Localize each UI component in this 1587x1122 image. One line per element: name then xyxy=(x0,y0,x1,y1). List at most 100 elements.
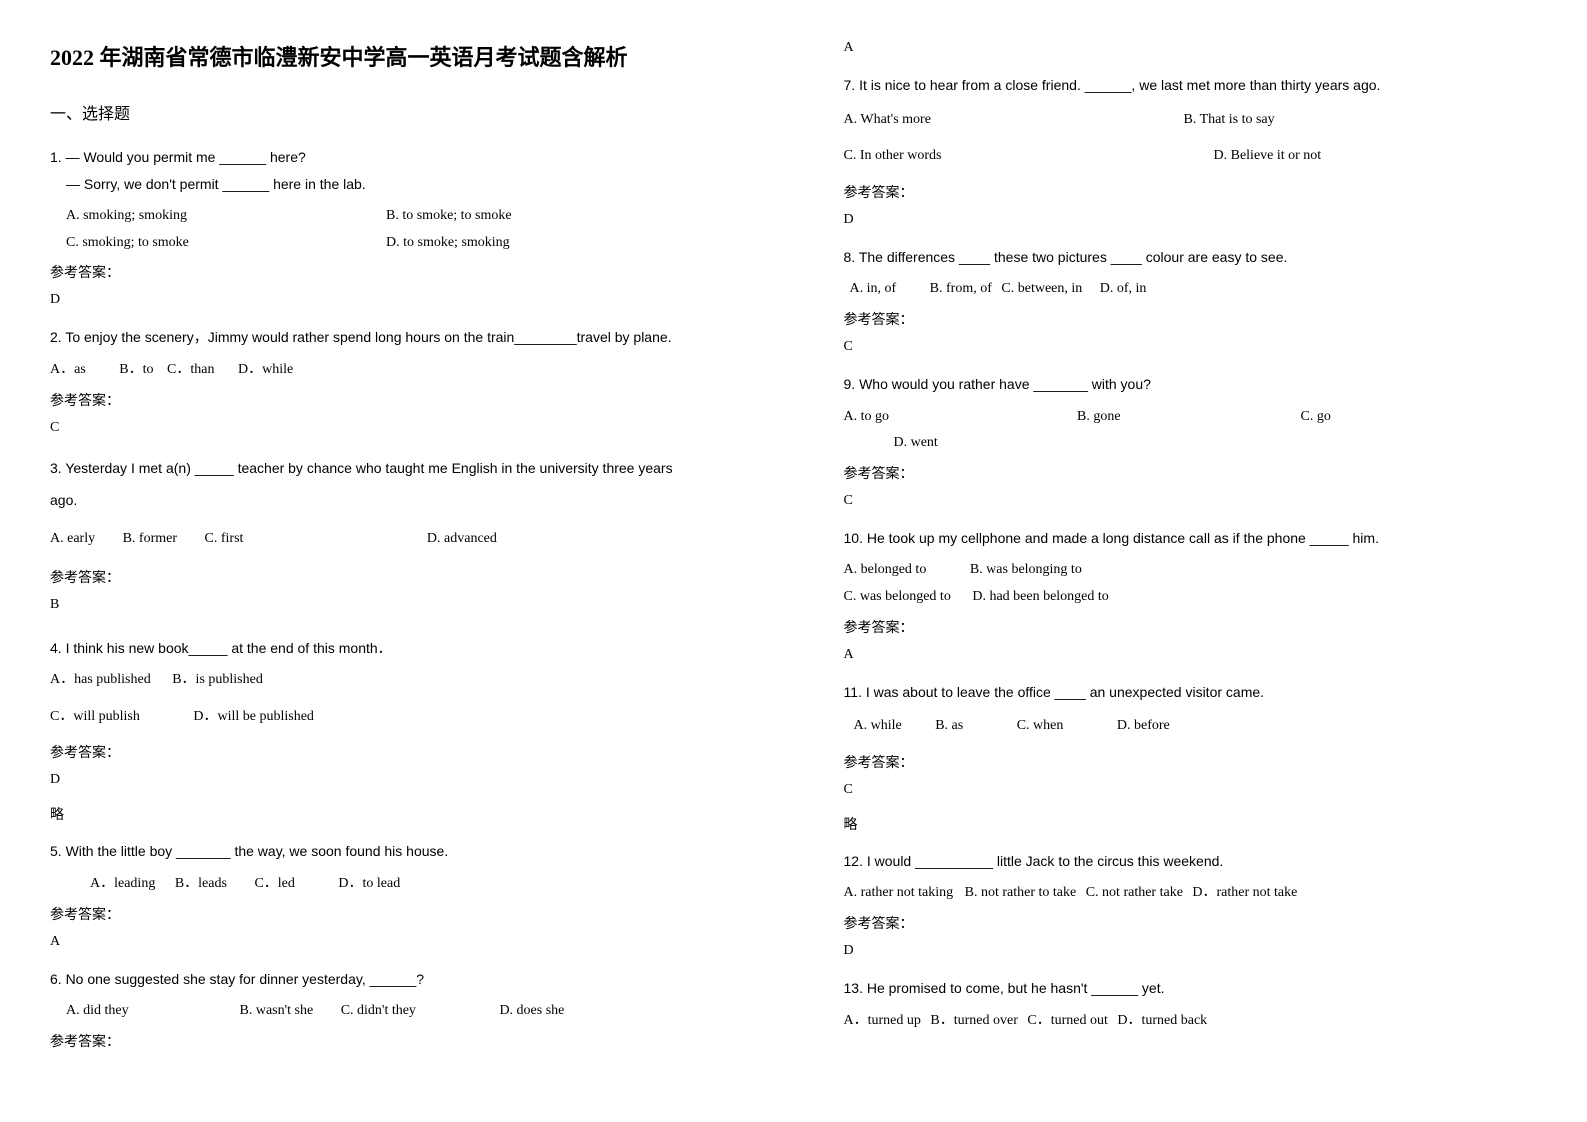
question-13: 13. He promised to come, but he hasn't _… xyxy=(844,975,1538,1002)
q4-opt-d: D．will be published xyxy=(193,704,314,731)
q9-opt-c: C. go xyxy=(1301,404,1331,431)
q13-opt-b: B．turned over xyxy=(930,1008,1017,1035)
q4-opt-a: A．has published xyxy=(50,667,151,694)
q8-opt-b: B. from, of xyxy=(930,276,992,303)
q3-opt-a: A. early xyxy=(50,526,95,553)
q4-text: 4. I think his new book_____ at the end … xyxy=(50,635,744,662)
q3-line2: ago. xyxy=(50,484,744,516)
q8-opt-d: D. of, in xyxy=(1100,276,1147,303)
q3-line1: 3. Yesterday I met a(n) _____ teacher by… xyxy=(50,452,744,484)
q13-opt-a: A．turned up xyxy=(844,1008,921,1035)
q9-answer-label: 参考答案： xyxy=(844,463,1538,483)
q2-options: A．as B．to C．than D．while xyxy=(50,357,744,384)
q3-answer: B xyxy=(50,597,744,613)
q1-opt-b: B. to smoke; to smoke xyxy=(386,203,512,230)
q3-opt-b: B. former xyxy=(123,526,177,553)
q13-opt-d: D．turned back xyxy=(1117,1008,1207,1035)
q12-opt-d: D．rather not take xyxy=(1192,880,1297,907)
q6-opt-c: C. didn't they xyxy=(341,998,416,1025)
q8-opt-c: C. between, in xyxy=(1001,276,1082,303)
q4-answer: D xyxy=(50,772,744,788)
q4-opt-b: B．is published xyxy=(172,667,263,694)
q12-opt-c: C. not rather take xyxy=(1086,880,1183,907)
q1-line2: — Sorry, we don't permit ______ here in … xyxy=(50,171,744,198)
q5-answer: A xyxy=(50,934,744,950)
q6-text: 6. No one suggested she stay for dinner … xyxy=(50,966,744,993)
q1-opt-c: C. smoking; to smoke xyxy=(66,230,386,257)
q13-opt-c: C．turned out xyxy=(1027,1008,1108,1035)
section-header: 一、选择题 xyxy=(50,100,744,124)
q7-opt-c: C. In other words xyxy=(844,143,1214,170)
q5-opt-d: D．to lead xyxy=(338,871,400,898)
q5-opt-a: A．leading xyxy=(90,871,155,898)
q10-answer: A xyxy=(844,647,1538,663)
q1-opt-a: A. smoking; smoking xyxy=(66,203,386,230)
question-2: 2. To enjoy the scenery，Jimmy would rath… xyxy=(50,324,744,351)
q2-text: 2. To enjoy the scenery，Jimmy would rath… xyxy=(50,324,744,351)
q9-opt-b: B. gone xyxy=(1077,404,1297,431)
q2-opt-b: B．to xyxy=(119,357,153,384)
q12-opt-b: B. not rather to take xyxy=(965,880,1077,907)
q11-opt-b: B. as xyxy=(935,713,963,740)
question-4: 4. I think his new book_____ at the end … xyxy=(50,635,744,662)
q9-opt-a: A. to go xyxy=(844,404,1074,431)
q11-options: A. while B. as C. when D. before xyxy=(844,713,1538,740)
q10-opt-b: B. was belonging to xyxy=(970,557,1082,584)
q11-answer-label: 参考答案： xyxy=(844,752,1538,772)
q10-opt-d: D. had been belonged to xyxy=(972,584,1108,611)
q12-answer: D xyxy=(844,943,1538,959)
q9-options: A. to go B. gone C. go D. went xyxy=(844,404,1538,457)
question-8: 8. The differences ____ these two pictur… xyxy=(844,244,1538,271)
page-title: 2022 年湖南省常德市临澧新安中学高一英语月考试题含解析 xyxy=(50,40,744,72)
q7-answer-label: 参考答案： xyxy=(844,182,1538,202)
q1-answer-label: 参考答案： xyxy=(50,262,744,282)
q12-opt-a: A. rather not taking xyxy=(844,880,954,907)
q10-opt-a: A. belonged to xyxy=(844,557,927,584)
right-column: A 7. It is nice to hear from a close fri… xyxy=(794,0,1587,1101)
question-10: 10. He took up my cellphone and made a l… xyxy=(844,525,1538,552)
question-5: 5. With the little boy _______ the way, … xyxy=(50,838,744,865)
q11-answer: C xyxy=(844,782,1538,798)
q3-answer-label: 参考答案： xyxy=(50,567,744,587)
q7-answer: D xyxy=(844,212,1538,228)
q3-options: A. early B. former C. first D. advanced xyxy=(50,526,744,553)
q6-opt-a: A. did they xyxy=(66,998,236,1025)
q8-answer-label: 参考答案： xyxy=(844,309,1538,329)
q13-options: A．turned up B．turned over C．turned out D… xyxy=(844,1008,1538,1035)
q8-options: A. in, of B. from, of C. between, in D. … xyxy=(844,276,1538,303)
q2-answer: C xyxy=(50,420,744,436)
q10-text: 10. He took up my cellphone and made a l… xyxy=(844,525,1538,552)
q10-opt-c: C. was belonged to xyxy=(844,584,951,611)
q4-opt-c: C．will publish xyxy=(50,704,140,731)
question-9: 9. Who would you rather have _______ wit… xyxy=(844,371,1538,398)
question-6: 6. No one suggested she stay for dinner … xyxy=(50,966,744,993)
left-column: 2022 年湖南省常德市临澧新安中学高一英语月考试题含解析 一、选择题 1. —… xyxy=(0,0,794,1101)
q5-options: A．leading B．leads C．led D．to lead xyxy=(50,871,744,898)
question-12: 12. I would __________ little Jack to th… xyxy=(844,848,1538,875)
q1-answer: D xyxy=(50,292,744,308)
q1-options: A. smoking; smoking B. to smoke; to smok… xyxy=(50,203,744,256)
q2-opt-d: D．while xyxy=(238,357,293,384)
q8-answer: C xyxy=(844,339,1538,355)
q13-text: 13. He promised to come, but he hasn't _… xyxy=(844,975,1538,1002)
q6-opt-b: B. wasn't she xyxy=(240,998,314,1025)
question-3: 3. Yesterday I met a(n) _____ teacher by… xyxy=(50,452,744,516)
q7-opt-a: A. What's more xyxy=(844,107,1184,134)
q4-answer-label: 参考答案： xyxy=(50,742,744,762)
q11-opt-a: A. while xyxy=(854,713,902,740)
q2-answer-label: 参考答案： xyxy=(50,390,744,410)
q7-options: A. What's more B. That is to say C. In o… xyxy=(844,107,1538,170)
question-11: 11. I was about to leave the office ____… xyxy=(844,679,1538,706)
q12-options: A. rather not taking B. not rather to ta… xyxy=(844,880,1538,907)
q9-answer: C xyxy=(844,493,1538,509)
q12-answer-label: 参考答案： xyxy=(844,913,1538,933)
q8-text: 8. The differences ____ these two pictur… xyxy=(844,244,1538,271)
q11-opt-d: D. before xyxy=(1117,713,1170,740)
q1-opt-d: D. to smoke; smoking xyxy=(386,230,510,257)
q9-opt-d: D. went xyxy=(894,430,938,457)
q5-opt-b: B．leads xyxy=(175,871,227,898)
q4-options: A．has published B．is published C．will pu… xyxy=(50,667,744,730)
q6-opt-d: D. does she xyxy=(499,998,564,1025)
q11-text: 11. I was about to leave the office ____… xyxy=(844,679,1538,706)
q5-text: 5. With the little boy _______ the way, … xyxy=(50,838,744,865)
